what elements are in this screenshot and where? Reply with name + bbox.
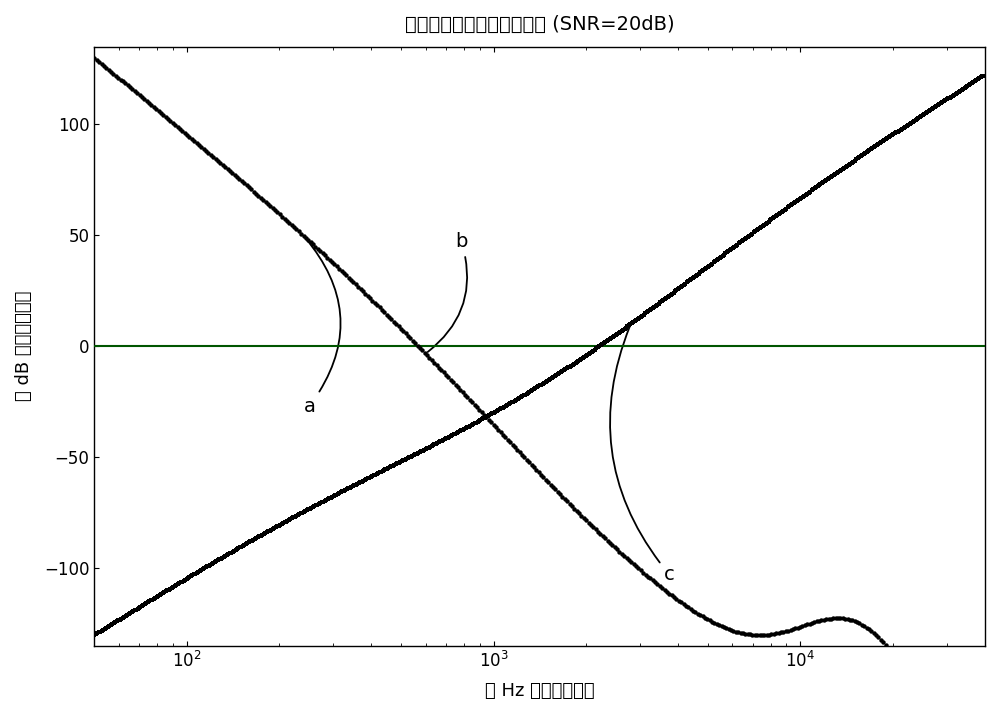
Text: a: a — [303, 238, 341, 415]
Text: c: c — [610, 327, 675, 584]
Title: 所得到的扬声器权重的分量 (SNR=20dB): 所得到的扬声器权重的分量 (SNR=20dB) — [405, 15, 675, 34]
Text: b: b — [428, 232, 468, 352]
Y-axis label: 以 dB 为单位的功率: 以 dB 为单位的功率 — [15, 291, 33, 402]
X-axis label: 以 Hz 为单位的频率: 以 Hz 为单位的频率 — [485, 682, 595, 700]
